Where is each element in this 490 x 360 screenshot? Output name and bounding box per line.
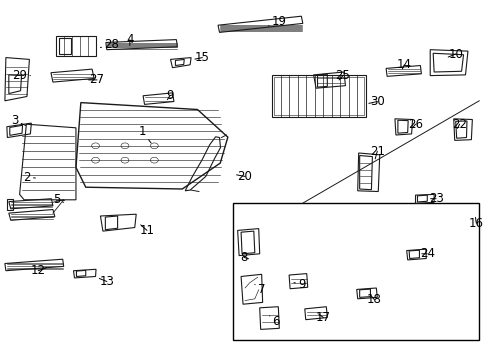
Text: 17: 17 xyxy=(316,311,331,324)
Text: 22: 22 xyxy=(452,118,467,131)
Text: 3: 3 xyxy=(11,114,25,127)
Text: 10: 10 xyxy=(448,48,463,60)
Text: 12: 12 xyxy=(31,264,47,277)
Text: 13: 13 xyxy=(99,275,114,288)
Text: 2: 2 xyxy=(23,171,35,184)
Text: 1: 1 xyxy=(138,125,151,143)
Text: 11: 11 xyxy=(140,224,154,237)
Text: 4: 4 xyxy=(126,33,134,46)
Text: 9: 9 xyxy=(294,278,306,291)
Text: 14: 14 xyxy=(397,58,412,71)
Text: 5: 5 xyxy=(52,193,64,206)
Text: 16: 16 xyxy=(469,217,484,230)
Text: 29: 29 xyxy=(12,69,30,82)
Text: 26: 26 xyxy=(408,118,423,131)
Text: 19: 19 xyxy=(269,15,287,28)
Text: 9: 9 xyxy=(166,89,174,102)
Text: 25: 25 xyxy=(336,69,350,82)
Text: 27: 27 xyxy=(89,73,104,86)
Text: 8: 8 xyxy=(240,251,248,264)
Text: 18: 18 xyxy=(367,293,382,306)
Text: 7: 7 xyxy=(255,283,266,296)
Text: 28: 28 xyxy=(100,39,119,51)
Text: 20: 20 xyxy=(237,170,252,183)
Text: 24: 24 xyxy=(420,247,435,260)
Bar xyxy=(233,203,479,340)
Text: 6: 6 xyxy=(270,315,280,328)
Bar xyxy=(274,77,364,115)
Text: 23: 23 xyxy=(429,192,443,205)
Text: 15: 15 xyxy=(195,51,210,64)
Text: 21: 21 xyxy=(370,145,385,159)
Text: 30: 30 xyxy=(369,95,385,108)
